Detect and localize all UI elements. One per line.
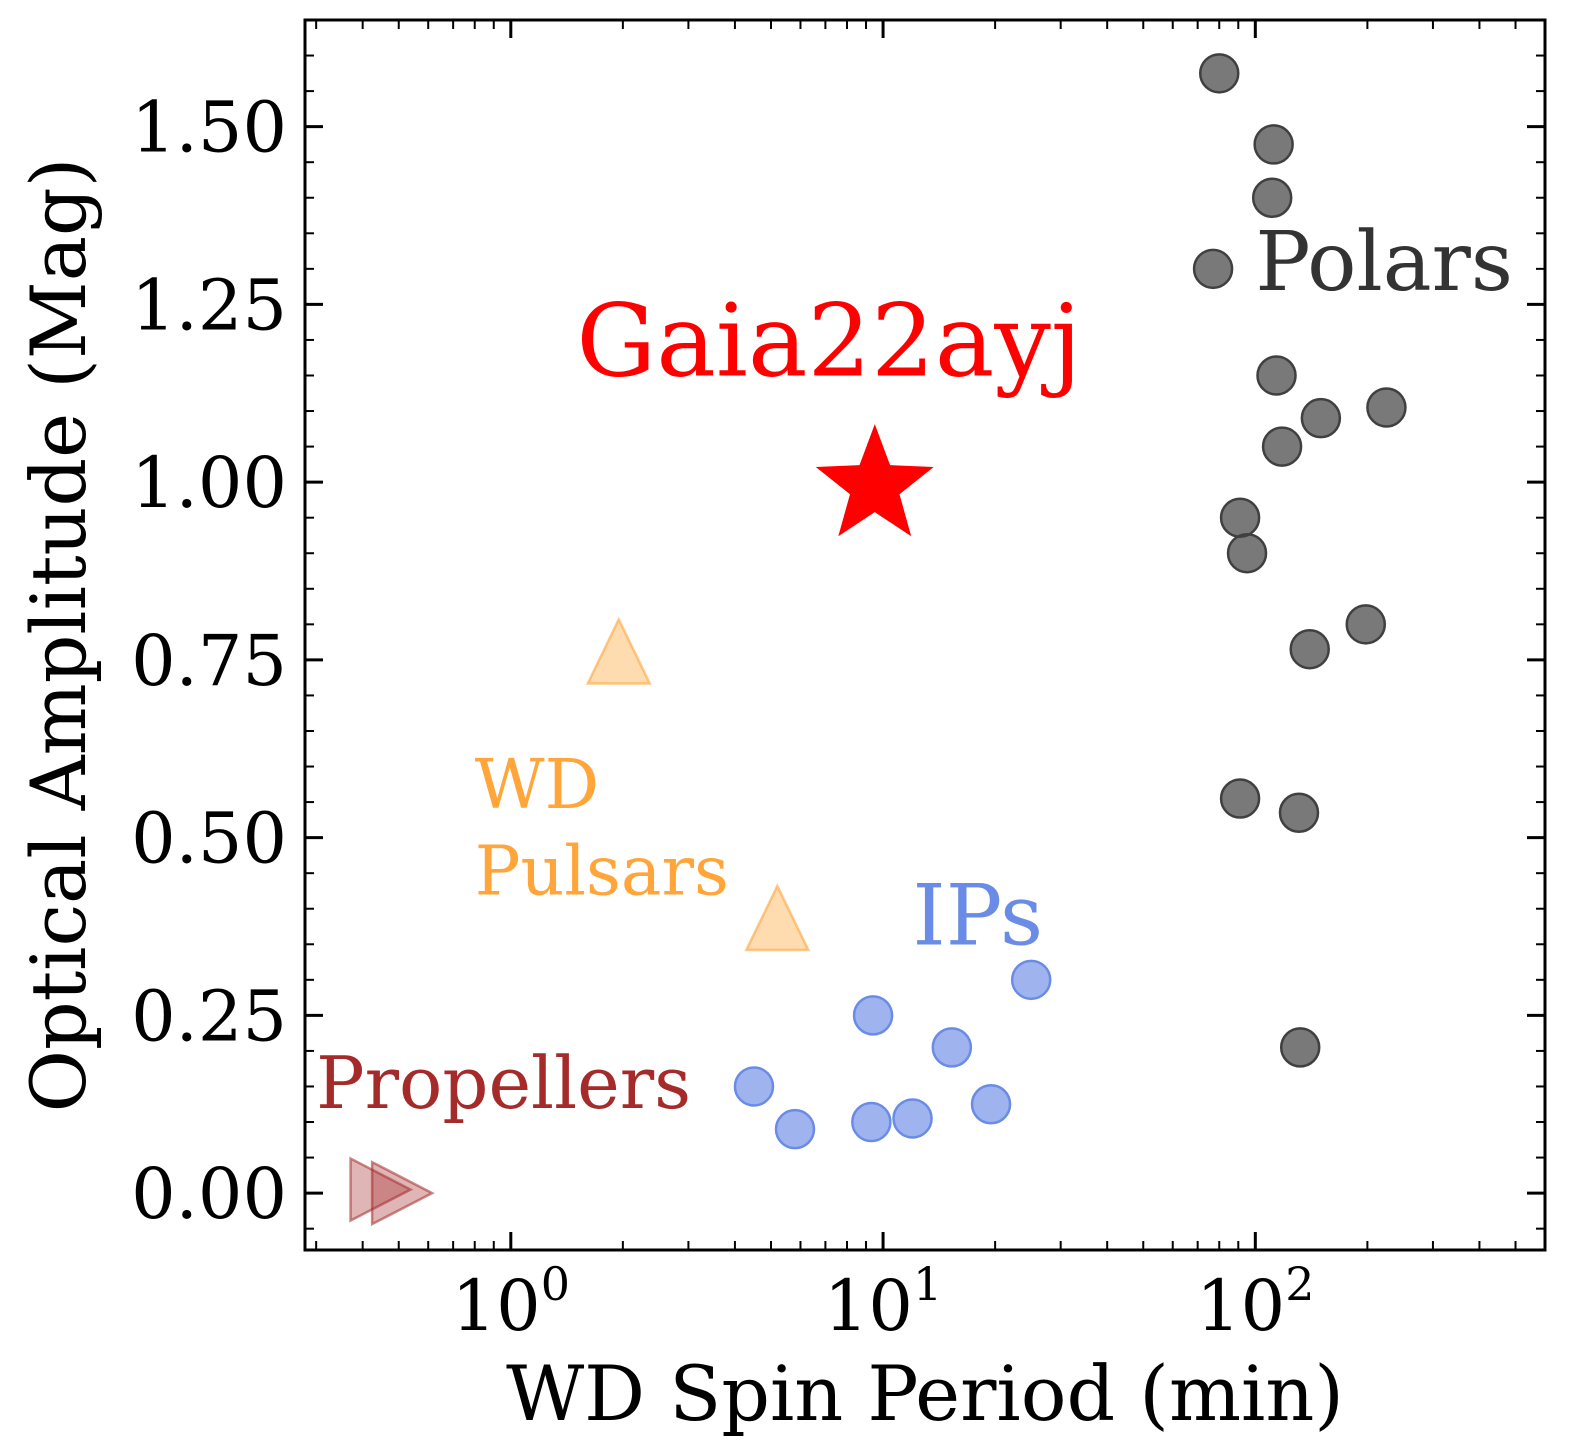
ips-point (970, 1083, 1012, 1125)
polars-point (1192, 248, 1234, 290)
polars-point (1226, 532, 1268, 574)
polars-point (1366, 387, 1407, 428)
y-tick-label: 0.25 (131, 975, 287, 1057)
wd-pulsars-point (744, 883, 811, 952)
polars-point (1300, 397, 1342, 439)
data-series (349, 53, 1407, 1227)
polars-point (1198, 53, 1240, 94)
propellers-point (370, 1160, 435, 1227)
x-tick-exponent: 1 (913, 1257, 942, 1311)
ips-point (733, 1066, 775, 1107)
y-axis-title: Optical Amplitude (Mag) (14, 158, 103, 1113)
x-axis-title: WD Spin Period (min) (506, 1349, 1344, 1438)
ips-point (931, 1027, 973, 1068)
polars-point (1219, 778, 1261, 819)
annotations: Polars Gaia22ayj IPs WD Pulsars Propellers (316, 215, 1513, 1125)
y-tick-label: 1.25 (131, 264, 287, 346)
polars-point (1279, 1027, 1321, 1068)
propellers-point (349, 1156, 414, 1223)
polars-point (1289, 628, 1330, 670)
ips-point (892, 1098, 933, 1139)
x-tick-exponent: 0 (541, 1257, 570, 1311)
label-propellers: Propellers (316, 1041, 691, 1125)
polars-point (1219, 497, 1261, 538)
polars-point (1345, 604, 1387, 645)
polars-point (1256, 355, 1297, 396)
x-tick-base: 10 (1196, 1265, 1285, 1347)
label-polars: Polars (1255, 215, 1513, 310)
plot-area-frame (303, 18, 1547, 1252)
y-tick-label: 0.50 (131, 798, 287, 880)
x-tick-label: 101 (824, 1257, 942, 1347)
y-tick-label: 0.75 (131, 620, 287, 702)
y-tick-label: 0.00 (131, 1153, 287, 1235)
ips-point (1010, 959, 1052, 1001)
ips-point (774, 1108, 816, 1150)
x-tick-label: 102 (1196, 1257, 1314, 1347)
polars-point (1253, 124, 1294, 165)
y-tick-label: 1.00 (131, 442, 287, 524)
polars-point (1251, 177, 1293, 218)
x-tick-base: 10 (452, 1265, 541, 1347)
label-ips: IPs (913, 866, 1044, 964)
x-tick-base: 10 (824, 1265, 913, 1347)
label-wd-pulsars: Pulsars (475, 833, 729, 912)
label-gaia22ayj: Gaia22ayj (576, 282, 1081, 399)
label-wd-pulsars: WD (475, 746, 599, 825)
y-tick-label: 1.50 (131, 87, 287, 169)
polars-point (1261, 426, 1303, 467)
x-tick-exponent: 2 (1285, 1257, 1314, 1311)
wd-pulsars-point (585, 616, 652, 685)
ips-point (852, 995, 894, 1036)
gaia22ayj-star-point (815, 424, 934, 537)
ips-point (851, 1101, 892, 1143)
x-tick-label: 100 (452, 1257, 570, 1347)
polars-point (1278, 792, 1320, 833)
